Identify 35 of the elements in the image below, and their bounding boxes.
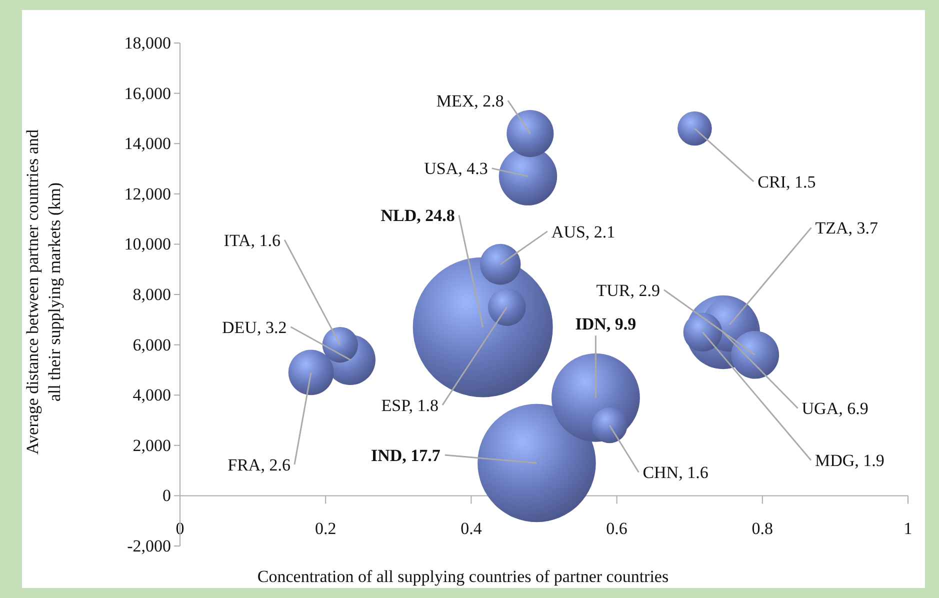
y-tick-label: 0 <box>162 486 171 506</box>
y-tick-label: 14,000 <box>124 134 171 154</box>
x-tick-label: 0.8 <box>752 518 774 538</box>
x-tick-label: 1 <box>904 518 912 538</box>
y-tick-label: 8,000 <box>132 284 171 304</box>
y-tick-label: 12,000 <box>124 184 171 204</box>
annotation: ESP, 1.8 <box>381 396 438 416</box>
y-axis-title: Average distance between partner countries and all their supplying markets (km) <box>23 129 64 454</box>
y-tick-label: -2,000 <box>127 536 171 556</box>
annotation: IDN, 9.9 <box>575 314 636 334</box>
annotation: TUR, 2.9 <box>596 280 660 300</box>
annotation: ITA, 1.6 <box>224 230 281 250</box>
annotation: DEU, 3.2 <box>222 318 287 337</box>
annotation: TZA, 3.7 <box>815 218 879 238</box>
y-tick-label: 18,000 <box>124 33 171 52</box>
y-tick-label: 16,000 <box>124 84 171 103</box>
annotation: IND, 17.7 <box>371 446 441 465</box>
y-tick-label: 2,000 <box>132 436 171 455</box>
annotation: NLD, 24.8 <box>380 206 455 226</box>
y-tick-label: 4,000 <box>132 386 171 405</box>
annotation: CHN, 1.6 <box>642 463 708 482</box>
annotation: MDG, 1.9 <box>814 451 884 470</box>
annotation: USA, 4.3 <box>424 159 488 178</box>
annotation: CRI, 1.5 <box>758 172 816 192</box>
x-axis-title: Concentration of all supplying countries of partner countries <box>257 567 669 586</box>
annotation: MEX, 2.8 <box>436 91 504 110</box>
x-tick-label: 0 <box>176 518 184 538</box>
y-tick-label: 6,000 <box>132 335 171 354</box>
annotation: UGA, 6.9 <box>802 399 868 418</box>
annotation: FRA, 2.6 <box>228 455 290 474</box>
x-tick-label: 0.2 <box>314 518 336 538</box>
annotation: AUS, 2.1 <box>551 222 616 242</box>
x-tick-label: 0.6 <box>606 518 628 538</box>
y-tick-label: 10,000 <box>124 234 171 254</box>
x-tick-label: 0.4 <box>460 518 482 538</box>
